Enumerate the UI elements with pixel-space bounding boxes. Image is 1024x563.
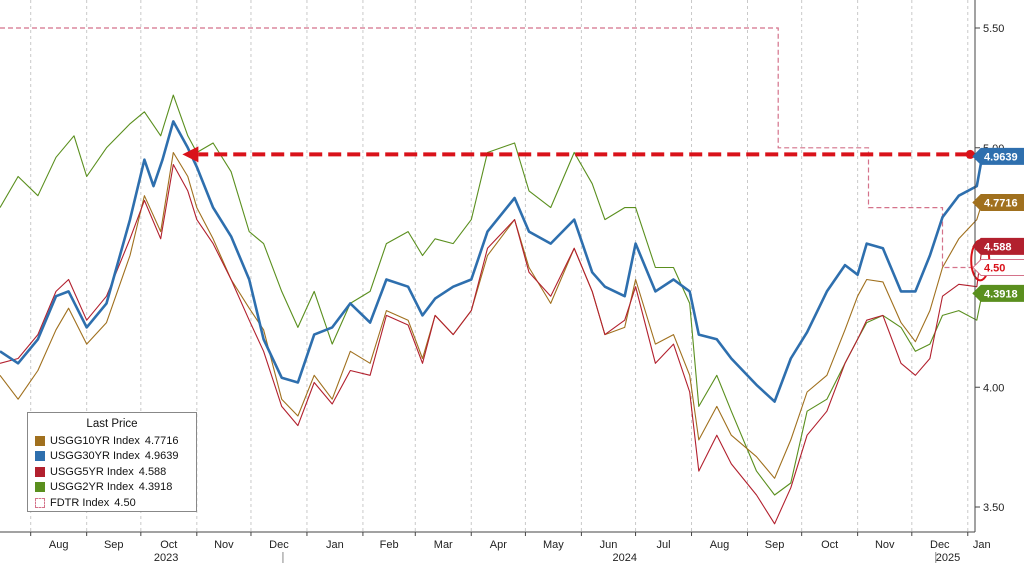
year-label: 2023 (154, 552, 178, 563)
badge-shape (972, 193, 1024, 211)
badge-value: 4.3918 (984, 288, 1018, 300)
y-tick-label: 4.00 (983, 382, 1004, 394)
x-tick-label: Jun (600, 539, 618, 551)
badge-usgg5yr: 4.588 (972, 237, 1024, 255)
badge-usgg2yr: 4.3918 (972, 284, 1024, 302)
series-line-usgg10yr (0, 151, 983, 479)
legend-swatch (35, 435, 45, 446)
badge-value: 4.588 (984, 241, 1012, 253)
legend-swatch (35, 482, 45, 493)
x-tick-label: Jul (657, 539, 671, 551)
x-tick-label: Feb (380, 539, 399, 551)
legend-value: 4.9639 (144, 450, 179, 463)
legend: Last Price USGG10YR Index 4.7716 USGG30Y… (27, 412, 197, 512)
year-label: 2024 (612, 552, 636, 563)
legend-entry-usgg30yr: USGG30YR Index 4.9639 (28, 449, 196, 465)
legend-entry-usgg2yr: USGG2YR Index 4.3918 (28, 480, 196, 496)
legend-swatch (35, 466, 45, 477)
badge-fdtr: 4.50 (972, 259, 1024, 276)
x-tick-label: Oct (821, 539, 838, 551)
x-tick-label: Nov (875, 539, 895, 551)
red-arrowhead (182, 146, 199, 163)
legend-entry-usgg10yr: USGG10YR Index 4.7716 (28, 433, 196, 449)
y-tick-label: 5.50 (983, 23, 1004, 35)
legend-value: 4.50 (114, 496, 136, 509)
year-label: 2025 (936, 552, 960, 563)
x-tick-label: Jan (973, 539, 991, 551)
badge-shape (972, 284, 1024, 302)
series-line-usgg5yr (0, 163, 983, 525)
x-tick-label: Dec (269, 539, 289, 551)
legend-swatch (35, 497, 45, 508)
badge-shape (972, 237, 1024, 255)
x-tick-label: Nov (214, 539, 234, 551)
legend-name: USGG2YR Index (50, 481, 134, 494)
last-price-badges: 4.9639 4.7716 4.588 4.50 4.3918 (972, 147, 1024, 302)
x-tick-label: May (543, 539, 564, 551)
grid (30, 0, 969, 532)
y-tick-label: 3.50 (983, 502, 1004, 514)
x-tick-label: Mar (434, 539, 453, 551)
badge-value: 4.50 (984, 263, 1005, 275)
legend-name: USGG5YR Index (50, 465, 134, 478)
legend-title: Last Price (86, 418, 138, 430)
badge-shape (972, 147, 1024, 165)
series-lines (0, 27, 984, 525)
badge-value: 4.7716 (984, 197, 1018, 209)
x-tick-label: Apr (490, 539, 507, 551)
legend-swatch (35, 451, 45, 462)
legend-value: 4.588 (138, 465, 167, 478)
badge-usgg10yr: 4.7716 (972, 193, 1024, 211)
annotations (182, 146, 991, 282)
x-tick-label: Dec (930, 539, 950, 551)
legend-entry-fdtr: FDTR Index 4.50 (28, 495, 196, 511)
x-tick-label: Aug (710, 539, 730, 551)
x-tick-label: Sep (104, 539, 124, 551)
x-tick-label: Aug (49, 539, 69, 551)
badge-value: 4.9639 (984, 151, 1018, 163)
red-arrow-dot (965, 149, 975, 159)
legend-name: USGG30YR Index (50, 450, 140, 463)
legend-name: FDTR Index (50, 496, 110, 509)
legend-name: USGG10YR Index (50, 434, 140, 447)
legend-value: 4.7716 (144, 434, 179, 447)
x-tick-label: Oct (160, 539, 177, 551)
badge-usgg30yr: 4.9639 (972, 147, 1024, 165)
x-tick-label: Jan (326, 539, 344, 551)
legend-value: 4.3918 (138, 481, 173, 494)
series-line-usgg30yr (0, 120, 984, 403)
legend-entry-usgg5yr: USGG5YR Index 4.588 (28, 464, 196, 480)
series-line-fdtr (0, 27, 983, 269)
badge-shape (972, 259, 1024, 276)
x-tick-label: Sep (765, 539, 785, 551)
